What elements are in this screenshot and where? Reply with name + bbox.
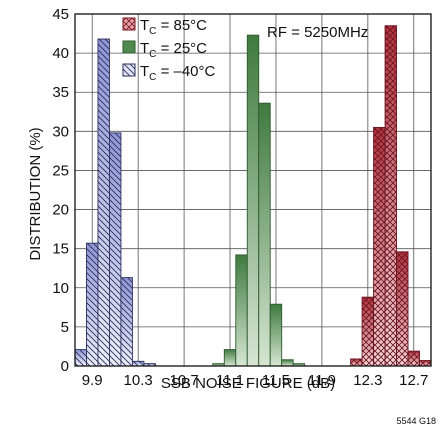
bar xyxy=(258,102,271,367)
bar-hatch xyxy=(97,39,110,366)
bar-fill xyxy=(281,359,294,366)
y-axis-title: DISTRIBUTION (%) xyxy=(27,127,44,260)
bar-fill xyxy=(293,363,305,366)
x-tick-label: 9.9 xyxy=(82,372,103,389)
bar xyxy=(396,251,409,367)
bar-fill xyxy=(224,349,236,366)
bar xyxy=(246,34,260,367)
bar xyxy=(223,349,237,367)
bar-hatch xyxy=(143,363,156,366)
bar-hatch xyxy=(362,297,374,366)
bar-hatch xyxy=(75,349,87,366)
bar-hatch xyxy=(109,132,121,366)
legend-label: TC = –40°C xyxy=(140,63,216,83)
y-tick-label: 5 xyxy=(61,319,69,336)
bar-hatch xyxy=(385,25,397,366)
legend-item: TC = –40°C xyxy=(122,63,216,83)
grid xyxy=(75,13,431,367)
y-tick-label: 10 xyxy=(52,280,69,297)
legend-item: TC = 85°C xyxy=(122,17,207,37)
bar-hatch xyxy=(419,360,431,366)
y-tick-label: 15 xyxy=(52,241,69,258)
legend-label: TC = 85°C xyxy=(140,17,207,37)
bar xyxy=(384,25,397,367)
bar-hatch xyxy=(408,351,420,366)
legend-swatch xyxy=(122,40,136,54)
x-tick-label: 11.5 xyxy=(262,372,290,389)
bars xyxy=(74,25,432,367)
bar xyxy=(86,242,99,367)
bar-hatch xyxy=(132,361,144,366)
x-tick-label: 12.7 xyxy=(399,372,428,389)
bar xyxy=(350,358,363,367)
legend-swatch xyxy=(122,63,136,77)
bar-fill xyxy=(247,35,259,367)
legend-label: TC = 25°C xyxy=(140,40,207,60)
bar-fill xyxy=(258,103,271,366)
x-axis-title: SSB NOISE FIGURE (dB) xyxy=(161,375,335,392)
bar-hatch xyxy=(86,243,98,366)
y-tick-label: 40 xyxy=(52,45,69,62)
rf-annotation: RF = 5250MHz xyxy=(267,24,368,41)
y-tick-label: 30 xyxy=(52,123,69,140)
legend-swatch xyxy=(122,17,136,31)
bar xyxy=(74,349,87,367)
bar-hatch xyxy=(350,358,363,366)
bar-hatch xyxy=(396,251,409,366)
figure-id: 5544 G18 xyxy=(396,416,436,426)
y-tick-label: 35 xyxy=(52,84,69,101)
y-tick-label: 25 xyxy=(52,162,69,179)
bar xyxy=(97,38,110,367)
bar xyxy=(109,132,122,367)
x-tick-label: 10.3 xyxy=(124,372,153,389)
x-tick-label: 11.1 xyxy=(216,372,244,389)
x-tick-label: 11.9 xyxy=(308,372,336,389)
plot-area xyxy=(74,13,432,367)
legend-item: TC = 25°C xyxy=(122,40,207,60)
legend: TC = 85°C TC = 25°C TC = –40°C xyxy=(122,17,216,83)
bar xyxy=(120,277,133,367)
y-tick-label: 0 xyxy=(61,358,69,375)
bar xyxy=(373,126,386,367)
bar xyxy=(281,359,294,367)
x-tick-label: 10.7 xyxy=(169,372,198,389)
bar xyxy=(407,350,420,367)
bar xyxy=(131,360,145,367)
bar-fill xyxy=(212,363,225,366)
bar xyxy=(361,296,375,367)
y-tick-label: 20 xyxy=(52,202,69,219)
bar-hatch xyxy=(373,127,386,366)
bar-fill xyxy=(270,304,282,366)
x-axis-ticks: 9.9 10.3 10.7 11.1 11.5 11.9 12.3 12.7 xyxy=(82,372,429,389)
bar xyxy=(235,254,248,367)
bar-hatch xyxy=(120,277,133,366)
bar xyxy=(419,360,432,367)
x-tick-label: 12.3 xyxy=(353,372,382,389)
y-axis-ticks: 0 5 10 15 20 25 30 35 40 45 xyxy=(52,6,69,375)
y-tick-label: 45 xyxy=(52,6,69,23)
bar xyxy=(269,303,283,367)
bar-fill xyxy=(235,254,248,366)
